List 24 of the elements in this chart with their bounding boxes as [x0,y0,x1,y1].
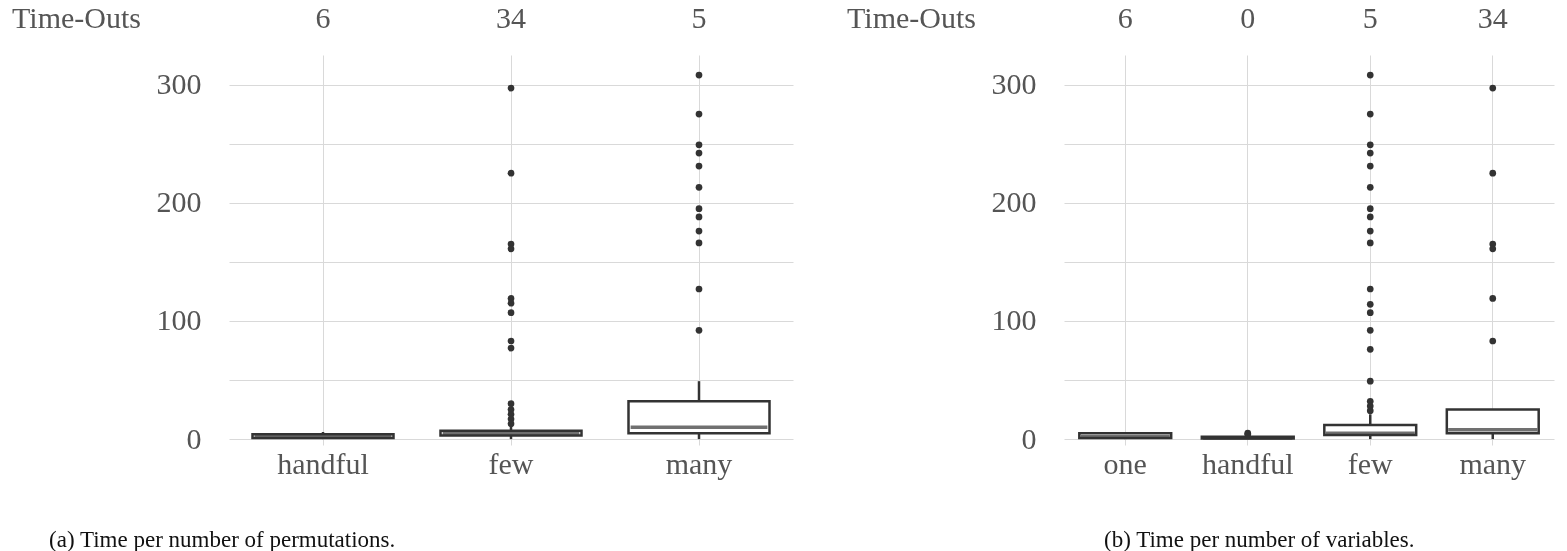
y-tick-label: 0 [1021,421,1037,455]
text: Time-Outs [847,1,976,34]
y-tick-label: 300 [156,67,202,101]
text: Time-Outs [12,1,141,34]
y-tick-label: 100 [156,303,202,337]
y-tick-label: 200 [991,185,1037,219]
x-tick-label: few [488,446,534,480]
text: 5 [691,1,707,34]
text: 34 [1477,1,1508,34]
x-tick-label: handful [277,446,369,480]
x-tick-label: few [1347,446,1394,480]
x-tick-label: many [665,446,733,480]
text: 34 [496,1,526,34]
y-tick-label: 300 [991,67,1037,101]
text: 5 [1362,1,1378,34]
x-tick-label: one [1103,446,1147,480]
x-tick-label: many [1459,446,1527,480]
text: 0 [1240,1,1256,34]
x-tick-label: handful [1201,446,1294,480]
y-tick-label: 0 [186,421,202,455]
text: 6 [1117,1,1133,34]
text: 6 [315,1,331,34]
y-tick-label: 100 [991,303,1037,337]
y-tick-label: 200 [156,185,202,219]
